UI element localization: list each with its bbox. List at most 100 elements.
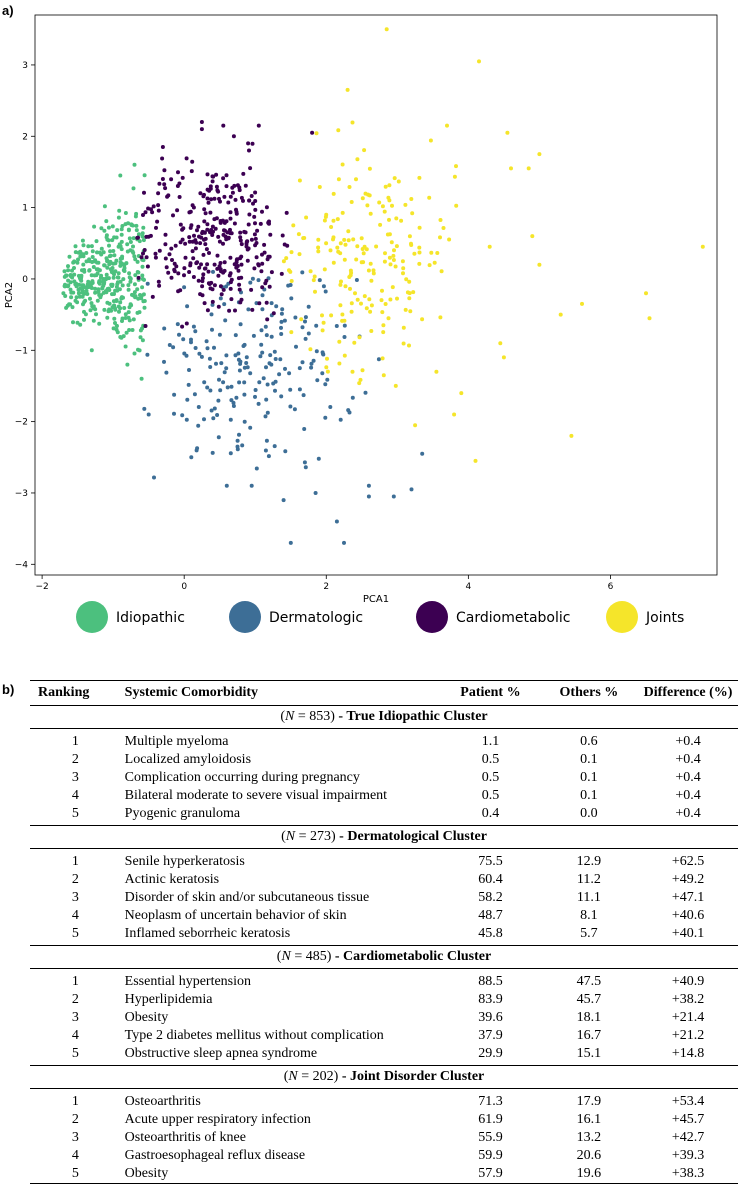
data-point bbox=[190, 159, 195, 164]
cluster-n-value: = 202) bbox=[297, 1069, 339, 1084]
legend-label: Cardiometabolic bbox=[456, 610, 570, 626]
data-point bbox=[381, 373, 386, 378]
table-row: 1 Senile hyperkeratosis 75.5 12.9 +62.5 bbox=[30, 849, 738, 872]
data-point bbox=[154, 225, 158, 230]
data-point bbox=[214, 216, 219, 221]
data-point bbox=[171, 345, 176, 350]
data-point bbox=[181, 337, 186, 342]
data-point bbox=[131, 250, 136, 255]
data-point bbox=[67, 302, 72, 307]
difference-cell: +0.4 bbox=[675, 752, 701, 767]
data-point bbox=[322, 218, 327, 223]
data-point bbox=[347, 275, 352, 279]
data-point bbox=[123, 316, 128, 320]
data-point bbox=[224, 366, 229, 371]
data-point bbox=[107, 301, 112, 306]
data-point bbox=[218, 284, 223, 289]
data-point bbox=[309, 361, 314, 366]
data-point bbox=[438, 315, 443, 320]
data-point bbox=[337, 339, 342, 344]
data-point bbox=[313, 491, 318, 495]
series-idiopathic bbox=[61, 162, 147, 381]
others-pct-cell: 16.7 bbox=[576, 1028, 602, 1043]
data-point bbox=[408, 309, 413, 314]
data-point bbox=[245, 247, 250, 252]
data-point bbox=[160, 156, 165, 161]
data-point bbox=[384, 27, 389, 32]
data-point bbox=[387, 255, 392, 260]
data-point bbox=[281, 498, 286, 503]
data-point bbox=[257, 301, 262, 306]
data-point bbox=[64, 273, 69, 278]
data-point bbox=[153, 251, 158, 256]
data-point bbox=[287, 371, 292, 376]
data-point bbox=[193, 246, 198, 251]
data-point bbox=[331, 235, 336, 240]
data-point bbox=[187, 210, 192, 215]
data-point bbox=[139, 296, 144, 301]
data-point bbox=[343, 242, 348, 247]
data-point bbox=[160, 145, 165, 149]
data-point bbox=[239, 262, 244, 267]
data-point bbox=[246, 222, 251, 227]
data-point bbox=[157, 283, 162, 288]
data-point bbox=[184, 417, 189, 422]
data-point bbox=[99, 246, 104, 251]
data-point bbox=[336, 249, 341, 254]
data-point bbox=[302, 460, 307, 465]
data-point bbox=[218, 388, 223, 393]
data-point bbox=[91, 318, 96, 323]
data-point bbox=[89, 273, 94, 278]
data-point bbox=[216, 398, 221, 403]
data-point bbox=[558, 312, 563, 317]
data-point bbox=[371, 268, 376, 273]
data-point bbox=[110, 284, 115, 288]
table-row: 4 Neoplasm of uncertain behavior of skin 4… bbox=[30, 907, 738, 925]
data-point bbox=[78, 322, 83, 327]
data-point bbox=[266, 454, 271, 459]
data-point bbox=[251, 201, 255, 206]
data-point bbox=[348, 268, 353, 273]
legend-marker bbox=[229, 601, 261, 633]
data-point bbox=[359, 301, 363, 306]
data-point bbox=[200, 229, 205, 234]
data-point bbox=[320, 371, 325, 376]
data-point bbox=[224, 184, 229, 189]
data-point bbox=[68, 273, 73, 277]
data-point bbox=[205, 187, 210, 192]
data-point bbox=[238, 359, 243, 364]
data-point bbox=[338, 303, 343, 308]
data-point bbox=[228, 210, 233, 215]
data-point bbox=[342, 257, 347, 262]
data-point bbox=[390, 285, 395, 290]
data-point bbox=[267, 254, 272, 259]
data-point bbox=[119, 227, 124, 232]
data-point bbox=[197, 351, 202, 356]
rank-cell: 3 bbox=[71, 1130, 79, 1145]
data-point bbox=[175, 208, 180, 213]
data-point bbox=[432, 260, 437, 265]
data-point bbox=[247, 212, 252, 217]
data-point bbox=[248, 280, 253, 285]
data-point bbox=[288, 283, 293, 287]
data-point bbox=[311, 278, 316, 283]
data-point bbox=[237, 282, 242, 287]
data-point bbox=[530, 234, 535, 239]
data-point bbox=[136, 296, 141, 301]
difference-cell: +40.9 bbox=[671, 974, 705, 989]
data-point bbox=[202, 380, 207, 385]
data-point bbox=[184, 156, 189, 161]
data-point bbox=[247, 198, 252, 203]
data-point bbox=[394, 216, 399, 221]
data-point bbox=[126, 287, 131, 292]
data-point bbox=[388, 262, 393, 267]
data-point bbox=[77, 294, 82, 299]
difference-cell: +0.4 bbox=[675, 788, 701, 803]
comorbidity-cell: Inflamed seborrheic keratosis bbox=[120, 925, 442, 946]
cluster-n-symbol: N bbox=[285, 709, 295, 724]
data-point bbox=[180, 324, 185, 329]
data-point bbox=[526, 166, 531, 171]
data-point bbox=[216, 234, 221, 239]
data-point bbox=[312, 274, 317, 279]
data-point bbox=[342, 323, 347, 328]
